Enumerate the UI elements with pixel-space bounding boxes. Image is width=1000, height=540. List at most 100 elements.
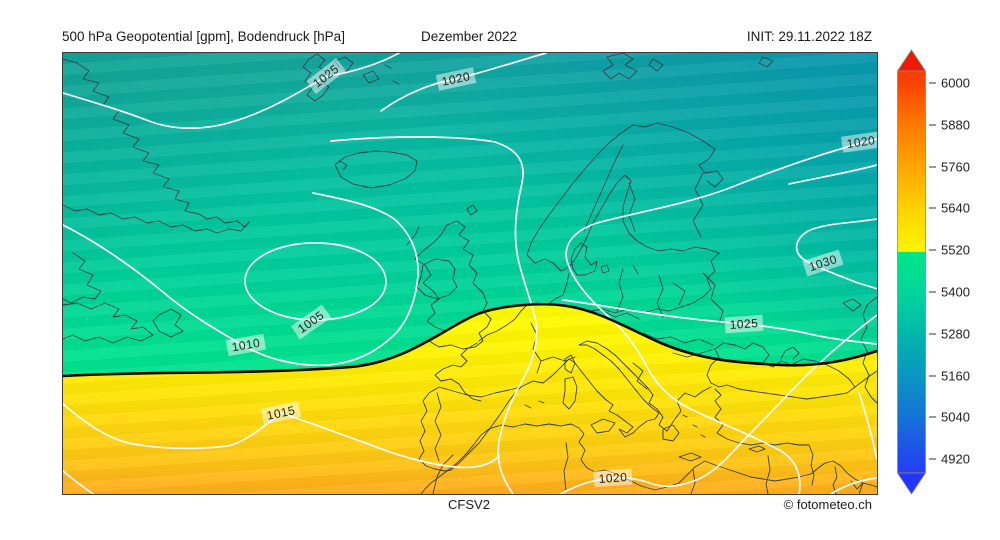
coastline-africa [446,423,877,491]
tick-dash [929,82,936,84]
tick-label: 5400 [941,284,970,300]
colorbar-tick: 5160 [929,369,970,384]
isobar-label: 1020 [598,470,628,486]
coastline-balearics [524,400,545,409]
isobar-ne-short [788,164,877,185]
coastline-sardinia [562,376,578,410]
isobar-1025-nw [63,53,400,129]
colorbar-tick: 5040 [929,410,970,425]
isobar-label: 1020 [846,133,876,151]
map-layers: 1025 1020 1020 1005 1010 1015 1025 1030 … [63,53,877,494]
thick-contour-5520 [63,303,877,378]
colorbar-bar [897,70,926,474]
coastline-cyprus [748,445,766,453]
coastline-corsica [564,354,576,374]
tick-label: 5520 [941,242,970,258]
init-time: INIT: 29.11.2022 18Z [746,29,872,44]
colorbar-tick: 4920 [929,452,970,467]
tick-label: 5160 [941,368,970,384]
coastline-balkans [606,348,668,432]
coastline-sicily [590,418,616,434]
tick-dash [929,333,936,335]
coastline-svalbard [302,53,400,102]
borders-europe [530,144,724,390]
coastline-greenland-east [63,58,250,228]
tick-label: 5880 [941,117,970,133]
valid-period: Dezember 2022 [420,29,518,44]
coastline-scandinavia [526,122,720,272]
isobar-sw-corner [63,470,94,494]
isobar-labels: 1025 1020 1020 1005 1010 1015 1025 1030 … [225,57,877,488]
isobar-label-bg [593,468,633,488]
coastline-greece-east [666,386,712,432]
copyright: © fotometeo.ch [783,497,872,512]
isobar-label: 1010 [231,336,262,355]
tick-dash [929,207,936,209]
tick-label: 4920 [941,451,970,467]
map-title: 500 hPa Geopotential [gpm], Bodendruck [… [62,29,345,44]
coastline-labrador [63,252,102,304]
coastline-crete [678,414,706,462]
coastline-newfoundland [63,302,154,344]
coastline-peloponnese [662,424,680,442]
coastline-france-atlantic [434,342,482,402]
isobars [63,53,877,494]
isobar-1005-loop [244,242,387,321]
tick-dash [929,458,936,460]
coastline-newfoundland-island [152,308,184,338]
isobar-label-bg [290,304,332,340]
colorbar-tick: 6000 [929,76,970,91]
isobar-label-bg [225,333,267,357]
coastline-denmark [570,242,639,276]
tick-label: 6000 [941,75,970,91]
coastline-blacksea [706,342,856,400]
colorbar-tick: 5520 [929,243,970,258]
colorbar-arrow-top [897,49,927,72]
tick-dash [929,291,936,293]
coastline-uk [406,204,492,350]
colorbar-tick: 5400 [929,285,970,300]
isobar-1020-scandinavia [565,138,877,494]
isobar-label-bg [260,401,302,425]
isobar-label-bg [841,131,877,153]
tick-dash [929,249,936,251]
colorbar-arrow-bottom [897,472,927,495]
coastline-turkey [714,388,810,446]
isobar-noratlantic-france [330,136,538,494]
colorbar-tick: 5880 [929,118,970,133]
isobar-label: 1015 [266,403,297,423]
borders-sahara [432,442,771,494]
colorbar-tick: 5280 [929,327,970,342]
isobar-label-bg [435,67,477,91]
isobar-label-bg [724,314,764,334]
tick-dash [929,416,936,418]
model-name: CFSV2 [448,497,490,512]
tick-label: 5280 [941,326,970,342]
coastlines [63,53,877,494]
warm-sector-fill [63,304,877,494]
isobar-label-bg [306,57,346,95]
tick-dash [929,166,936,168]
coastline-baltic-east [590,252,720,314]
coastline-morocco-atlantic [420,470,448,494]
tick-dash [929,375,936,377]
coastline-ireland [416,258,458,300]
coastline-arctic-islands [602,53,774,80]
isobar-1030-loop [795,218,877,290]
map-canvas: 1025 1020 1020 1005 1010 1015 1025 1030 … [62,52,878,495]
coastline-levant [808,444,815,486]
isobar-label: 1020 [441,69,472,89]
coastline-greenland-west [63,204,250,234]
colorbar-gradient [897,49,927,495]
colorbar-tick: 5760 [929,160,970,175]
colorbar-tick: 5640 [929,201,970,216]
isobar-se-edge [858,392,877,460]
coastline-kola-whitesea [656,122,724,188]
isobar-se-corner [830,477,877,494]
tick-dash [929,124,936,126]
isobar-label-bg [802,249,844,277]
coastline-iberia [418,386,522,472]
tick-label: 5760 [941,159,970,175]
coastline-caspian [842,296,877,404]
